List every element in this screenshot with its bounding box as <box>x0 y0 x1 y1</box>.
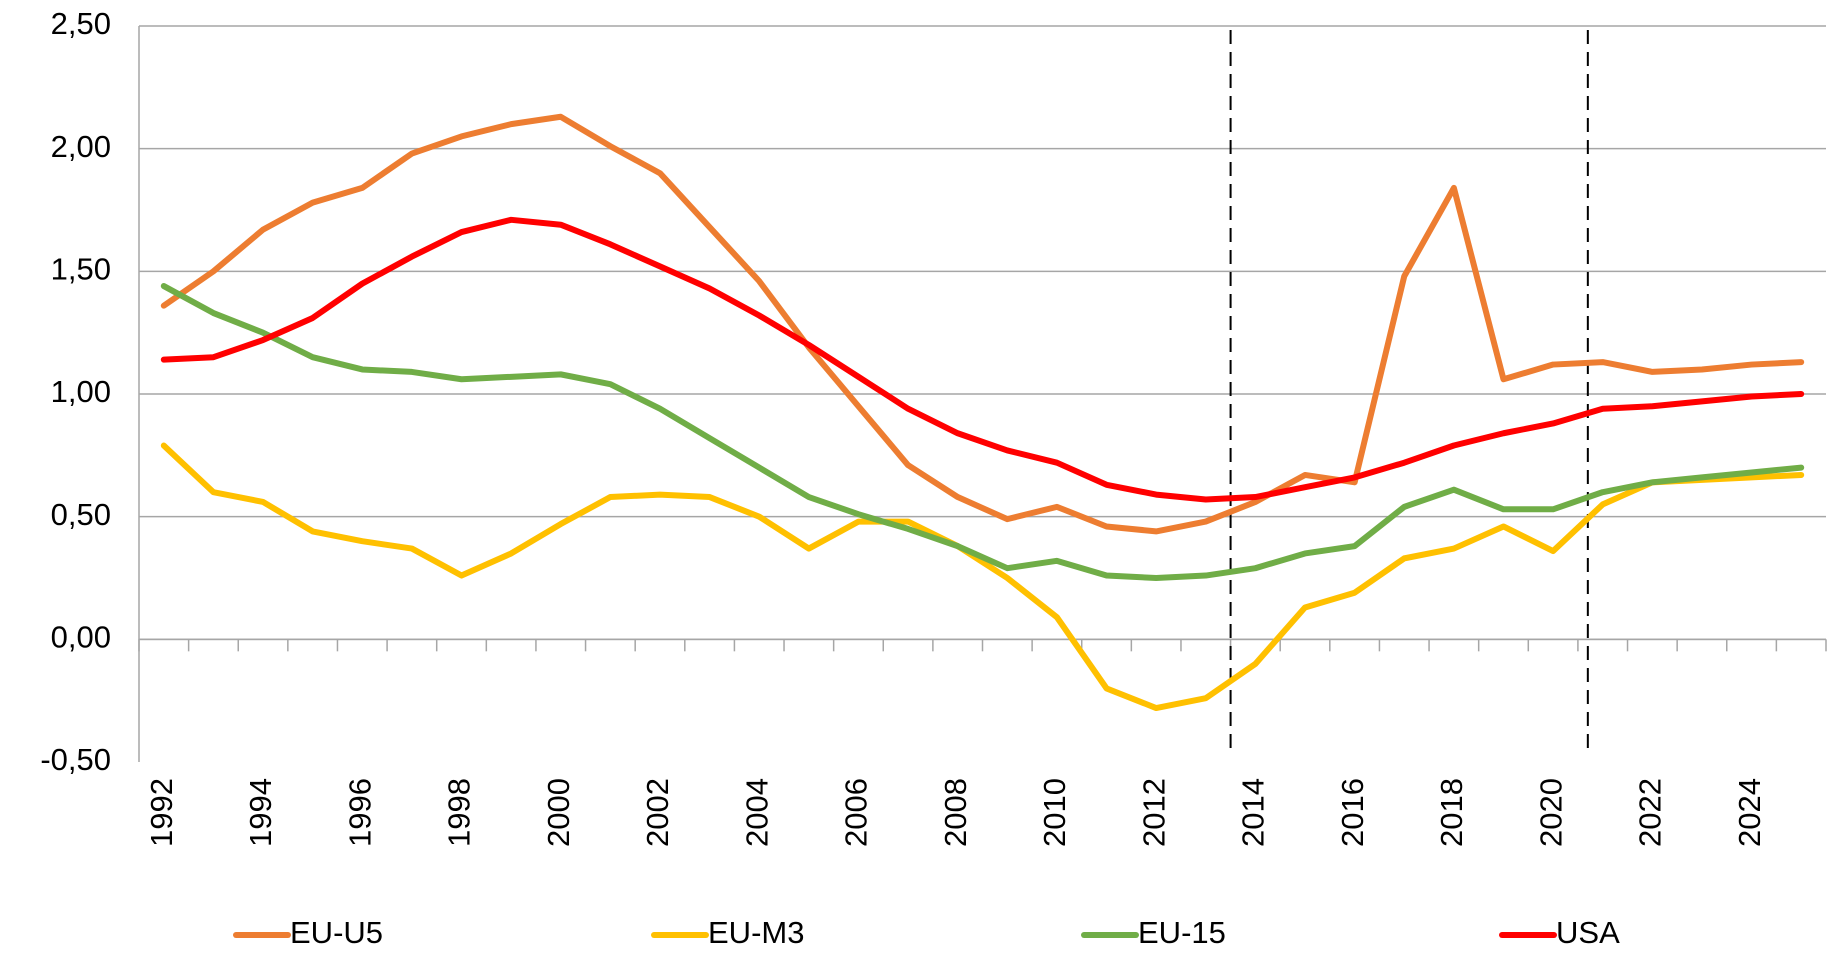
x-tick-label: 2014 <box>1236 778 1271 847</box>
y-tick-label: 0,00 <box>51 620 111 655</box>
y-tick-label: -0,50 <box>40 742 111 777</box>
x-tick-label: 2012 <box>1136 778 1171 847</box>
x-tick-label: 1998 <box>442 778 477 847</box>
x-tick-label: 2024 <box>1732 778 1767 847</box>
y-tick-label: 0,50 <box>51 497 111 532</box>
x-tick-label: 2016 <box>1335 778 1370 847</box>
legend-label: EU-15 <box>1138 915 1226 950</box>
series-line <box>160 442 1805 712</box>
x-tick-label: 2002 <box>640 778 675 847</box>
x-tick-label: 1992 <box>144 778 179 847</box>
legend-label: USA <box>1556 915 1620 950</box>
series-line <box>160 113 1805 535</box>
y-tick-label: 2,50 <box>51 6 111 41</box>
x-tick-label: 2018 <box>1434 778 1469 847</box>
x-tick-label: 1994 <box>243 778 278 847</box>
x-tick-label: 2008 <box>938 778 973 847</box>
legend-label: EU-M3 <box>708 915 804 950</box>
x-tick-label: 1996 <box>342 778 377 847</box>
x-tick-label: 2000 <box>541 778 576 847</box>
x-tick-label: 2022 <box>1633 778 1668 847</box>
y-tick-label: 1,00 <box>51 374 111 409</box>
series-line <box>160 283 1805 581</box>
x-tick-label: 2010 <box>1037 778 1072 847</box>
x-tick-label: 2006 <box>839 778 874 847</box>
series-line <box>160 216 1805 503</box>
x-tick-label: 2020 <box>1533 778 1568 847</box>
legend-label: EU-U5 <box>290 915 383 950</box>
y-tick-label: 2,00 <box>51 129 111 164</box>
x-tick-label: 2004 <box>739 778 774 847</box>
y-tick-label: 1,50 <box>51 252 111 287</box>
